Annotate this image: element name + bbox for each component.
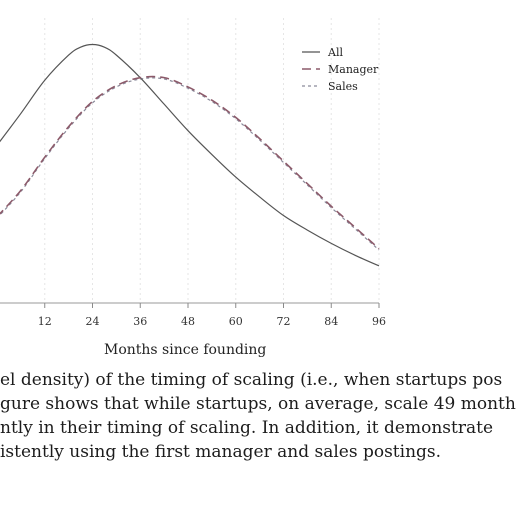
caption-line-3: ntly in their timing of scaling. In addi…	[0, 418, 493, 438]
x-tick-label-12: 12	[38, 315, 52, 328]
density-chart: 12 24 36 48 60 72 84 96 All Manager Sales	[0, 18, 386, 328]
x-tick-label-48: 48	[181, 315, 195, 328]
x-tick-label-36: 36	[133, 315, 147, 328]
legend-label-all: All	[327, 46, 343, 59]
x-tick-label-72: 72	[277, 315, 291, 328]
figure-caption: el density) of the timing of scaling (i.…	[0, 368, 520, 464]
x-tick-label-96: 96	[372, 315, 386, 328]
caption-line-2: gure shows that while startups, on avera…	[0, 394, 516, 414]
legend-label-sales: Sales	[328, 80, 358, 93]
series-line-manager	[0, 75, 380, 250]
x-axis-label: Months since founding	[104, 342, 267, 358]
caption-line-4: istently using the first manager and sal…	[0, 442, 442, 462]
series-line-all	[0, 43, 380, 267]
legend-label-manager: Manager	[328, 63, 379, 76]
x-tick-label-60: 60	[229, 315, 243, 328]
caption-line-1: el density) of the timing of scaling (i.…	[0, 370, 503, 390]
series-line-sales	[0, 77, 380, 251]
x-tick-label-24: 24	[86, 315, 100, 328]
x-tick-label-84: 84	[324, 315, 338, 328]
